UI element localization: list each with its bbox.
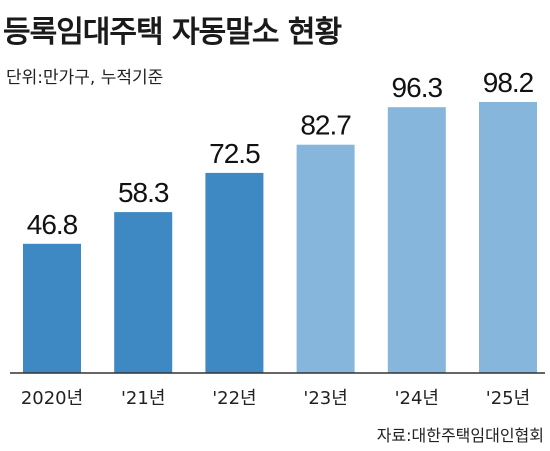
bar-5 [479,102,537,373]
x-tick-label-1: '21년 [121,388,165,409]
source-note: 자료:대한주택임대인협회 [377,426,544,445]
value-label-2: 72.5 [209,138,260,169]
bars-group [23,102,537,373]
x-tick-label-0: 2020년 [21,388,83,409]
bar-1 [114,212,173,373]
x-tick-label-3: '23년 [303,388,347,409]
value-labels-group: 46.8 58.3 72.5 82.7 96.3 98.2 [27,67,535,240]
x-tick-label-2: '22년 [212,388,256,409]
x-tick-labels-group: 2020년 '21년 '22년 '23년 '24년 '25년 [21,388,530,409]
bar-3 [296,144,355,373]
value-label-4: 96.3 [392,72,443,103]
x-tick-label-5: '25년 [486,388,530,409]
value-label-1: 58.3 [118,177,169,208]
x-tick-label-4: '24년 [395,388,439,409]
chart-title: 등록임대주택 자동말소 현황 [3,15,341,50]
value-label-5: 98.2 [483,67,534,98]
value-label-3: 82.7 [300,110,351,141]
bar-2 [205,172,264,373]
bar-4 [387,107,446,373]
value-label-0: 46.8 [27,209,78,240]
bar-0 [23,243,81,373]
unit-note: 단위:만가구, 누적기준 [6,68,163,88]
